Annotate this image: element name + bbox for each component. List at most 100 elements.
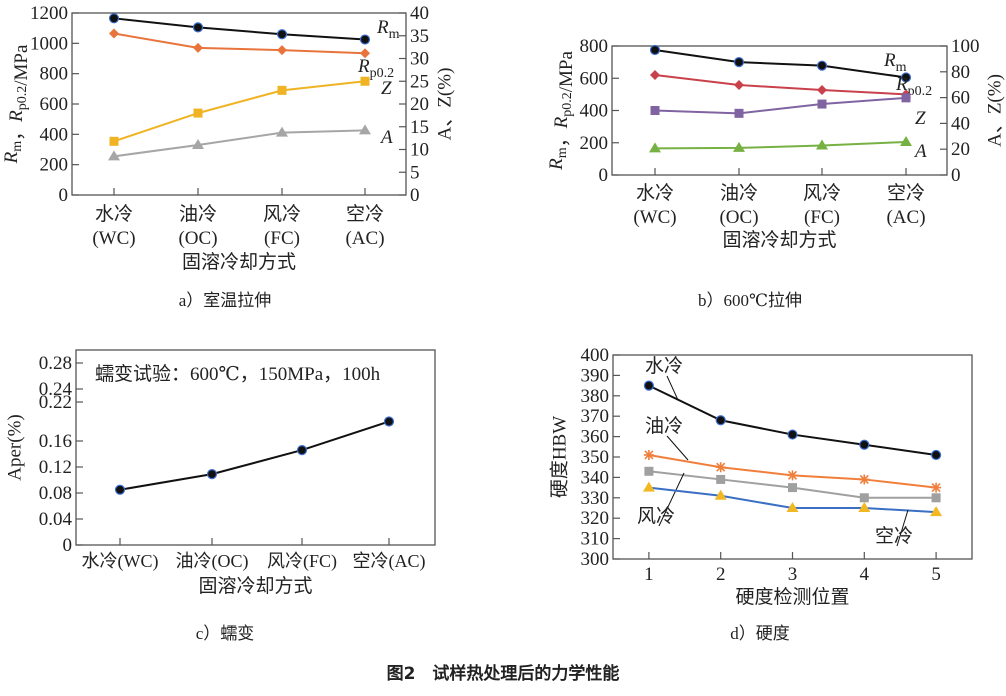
y-axis-title: Aper(%) [4,414,25,480]
data-point [859,439,870,450]
x-tick-label: 空冷(AC) [353,551,426,572]
series-data [114,416,395,495]
data-point [786,502,799,512]
data-point [643,449,654,460]
x-tick-label: 油冷 [720,182,758,204]
x-tick-label: 4 [860,564,870,585]
subfigure-caption: d）硬度 [730,624,790,643]
leader-line [666,435,689,461]
series-A: A [108,124,393,161]
variable: Z [381,78,392,99]
data-point [359,124,371,135]
data-point [733,141,745,152]
y2-tick-label: 15 [410,117,429,138]
x-tick-label: (OC) [719,207,758,228]
subscript: p0.2 [370,66,395,81]
data-point [931,493,941,503]
x-tick-label: 水冷 [636,182,674,204]
x-tick-label: 风冷 [263,203,301,225]
data-point [383,416,395,427]
y2-tick-label: 5 [410,162,420,183]
data-point [817,85,827,96]
series-line [113,129,366,158]
x-tick-label: 空冷 [887,182,925,204]
text-part: 水冷 [645,355,683,377]
data-point [643,380,655,391]
x-tick-label: 水冷 [95,203,133,225]
series-line [648,384,937,456]
series-line [654,140,907,150]
series-Z: Z [109,76,392,146]
x-tick-label: 空冷 [346,203,384,225]
y2-tick-label: 10 [410,140,429,161]
data-point [193,42,203,53]
series-A: A [649,135,927,162]
series-label: A [379,127,393,148]
variable: R [376,17,389,38]
y-tick-label: 200 [580,133,609,154]
series-label: 水冷 [645,355,683,377]
text-part: 空冷 [875,525,913,547]
data-point [109,136,119,146]
data-point [787,429,798,440]
y-tick-label: 350 [581,447,610,468]
data-point [649,142,661,153]
y-tick-label: 800 [40,64,69,85]
x-tick-label: 油冷(OC) [176,551,249,572]
series-水冷: 水冷 [643,355,942,461]
x-tick-label: 3 [788,564,798,585]
series-Z: Z [650,93,926,129]
chart-c: 0 0.04 0.08 0.12 0.16 0.220.24 0.28 水冷(WC) 油冷(OC… [4,349,436,643]
y-tick-label: 330 [581,488,610,509]
y2-axis-title: A、Z(%) [984,74,1005,147]
series-风冷: 风冷 [637,466,941,527]
data-point [644,466,654,476]
text-part: /MPa [556,51,577,93]
data-point [715,462,726,473]
variable: R [546,158,567,171]
y-tick-label: 0.24 [39,379,73,400]
data-point [816,139,828,150]
series-Rp0.2: Rp0.2 [109,28,394,81]
y-tick-label: 0.16 [39,431,72,452]
data-point [649,44,661,56]
data-point [930,449,942,461]
leader-line [666,375,679,401]
data-point [734,80,744,91]
x-tick-label: 1 [644,564,654,585]
data-point [931,482,942,493]
x-tick-label: 风冷(FC) [267,551,337,572]
data-point [900,135,912,146]
y-tick-label: 0.22 [39,392,72,413]
series-label: Z [381,78,392,99]
y2-tick-label: 35 [410,26,429,47]
data-point [359,34,371,45]
y2-tick-label: 30 [410,49,429,70]
y-axis-title: Rm，Rp0.2/MPa [546,51,577,171]
series-空冷: 空冷 [642,481,943,547]
y-tick-label: 0 [63,535,73,556]
leader-line [658,472,685,527]
y-tick-label: 0.04 [39,509,73,530]
x-tick-label: (WC) [633,207,676,228]
leader-line [896,509,909,547]
series-line [654,49,907,79]
subfigure-caption: a）室温拉伸 [179,291,272,310]
y-axis-title: Rm，Rp0.2/MPa [1,44,32,164]
data-point [277,45,287,56]
x-tick-label: 5 [931,564,941,585]
series-Rm: Rm [108,13,400,45]
subscript: p0.2 [908,84,933,99]
y-tick-label: 380 [581,386,610,407]
y2-tick-label: 100 [951,36,980,57]
series-Rm: Rm [649,44,912,83]
y-tick-label: 400 [581,345,610,366]
data-point [715,415,726,426]
variable: R [6,110,27,123]
y2-tick-label: 20 [951,139,970,160]
y-tick-label: 0 [59,185,69,206]
x-tick-label: 油冷 [179,203,217,225]
data-point [859,474,870,485]
y2-tick-label: 0 [951,165,961,186]
